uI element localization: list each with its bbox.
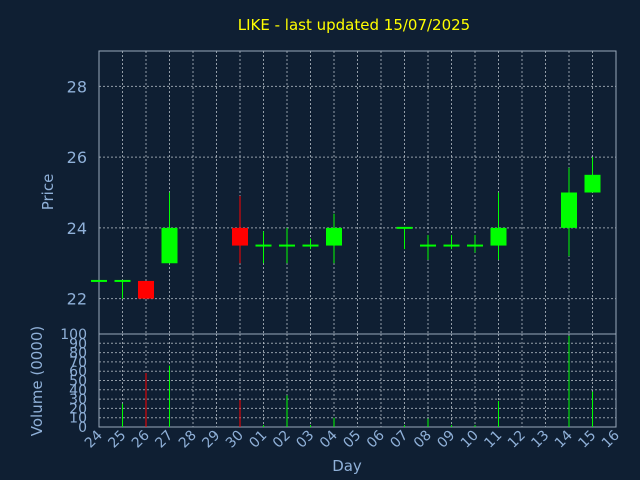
volume-y-tick-label: 30 [69,392,87,408]
volume-y-tick-label: 100 [60,327,87,343]
candle-body [584,174,601,193]
x-tick-label: 01 [246,428,270,452]
volume-y-tick-label: 40 [69,383,87,399]
volume-panel-frame [98,333,617,428]
x-tick-label: 28 [176,428,200,452]
x-tick-label: 06 [364,427,388,451]
volume-axis-label: Volume (0000) [28,326,46,436]
volume-y-tick-label: 0 [78,420,87,436]
x-tick-label: 04 [317,427,341,451]
candle-body [138,280,154,299]
volume-grid [99,334,616,427]
price-y-tick-label: 24 [67,219,87,238]
x-tick-label: 29 [199,428,223,452]
x-tick-label: 13 [528,428,552,452]
volume-y-tick-label: 80 [69,346,87,362]
x-tick-label: 27 [152,428,176,452]
price-y-tick-label: 26 [67,148,87,167]
chart-title: LIKE - last updated 15/07/2025 [238,16,470,34]
price-grid [99,51,616,334]
x-axis-label: Day [332,457,362,475]
x-tick-label: 11 [481,428,505,452]
price-y-tick-label: 22 [67,290,87,309]
x-tick-label: 30 [223,428,247,452]
x-tick-label: 08 [411,428,435,452]
x-tick-label: 26 [129,427,153,451]
x-tick-label: 25 [105,428,129,452]
x-tick-label: 07 [387,428,411,452]
volume-y-tick-label: 90 [69,336,87,352]
x-tick-label: 14 [552,427,576,451]
volume-y-tick-label: 50 [69,374,87,390]
candles [91,157,601,299]
x-tick-label: 05 [340,428,364,452]
x-tick-label: 09 [434,428,458,452]
x-tick-label: 15 [575,428,599,452]
candle-body [232,227,248,246]
x-tick-label: 10 [458,428,482,452]
candle-body [161,227,178,264]
volume-y-tick-label: 70 [69,355,87,371]
x-tick-label: 16 [599,427,623,451]
x-tick-label: 12 [505,428,529,452]
candle-body [490,227,507,246]
candle-body [561,192,577,228]
price-y-ticks: 22 24 26 28 [67,77,87,308]
candle-body [326,227,342,246]
price-axis-label: Price [39,174,57,211]
volume-y-tick-label: 20 [69,401,87,417]
price-y-tick-label: 28 [67,77,87,96]
volume-y-tick-label: 10 [69,411,87,427]
x-ticks: 24 25 26 27 28 29 30 01 02 03 04 05 06 07 08 09 10 11 12 13… [82,427,623,451]
x-tick-label: 02 [270,428,294,452]
volume-bars [122,335,593,427]
x-tick-label: 03 [293,428,317,452]
volume-y-tick-label: 60 [69,364,87,380]
